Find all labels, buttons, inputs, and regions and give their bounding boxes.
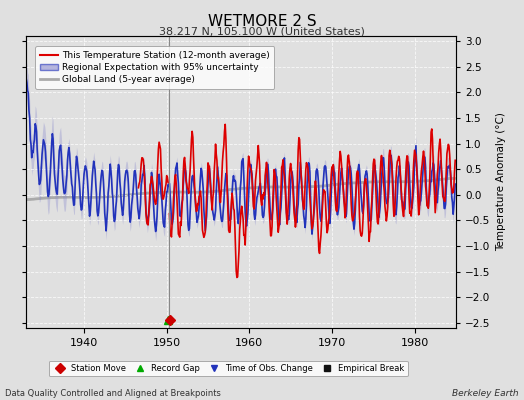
Text: WETMORE 2 S: WETMORE 2 S bbox=[208, 14, 316, 29]
Text: 38.217 N, 105.100 W (United States): 38.217 N, 105.100 W (United States) bbox=[159, 26, 365, 36]
Y-axis label: Temperature Anomaly (°C): Temperature Anomaly (°C) bbox=[496, 112, 506, 252]
Text: Berkeley Earth: Berkeley Earth bbox=[452, 389, 519, 398]
Text: Data Quality Controlled and Aligned at Breakpoints: Data Quality Controlled and Aligned at B… bbox=[5, 389, 221, 398]
Legend: Station Move, Record Gap, Time of Obs. Change, Empirical Break: Station Move, Record Gap, Time of Obs. C… bbox=[49, 361, 408, 376]
